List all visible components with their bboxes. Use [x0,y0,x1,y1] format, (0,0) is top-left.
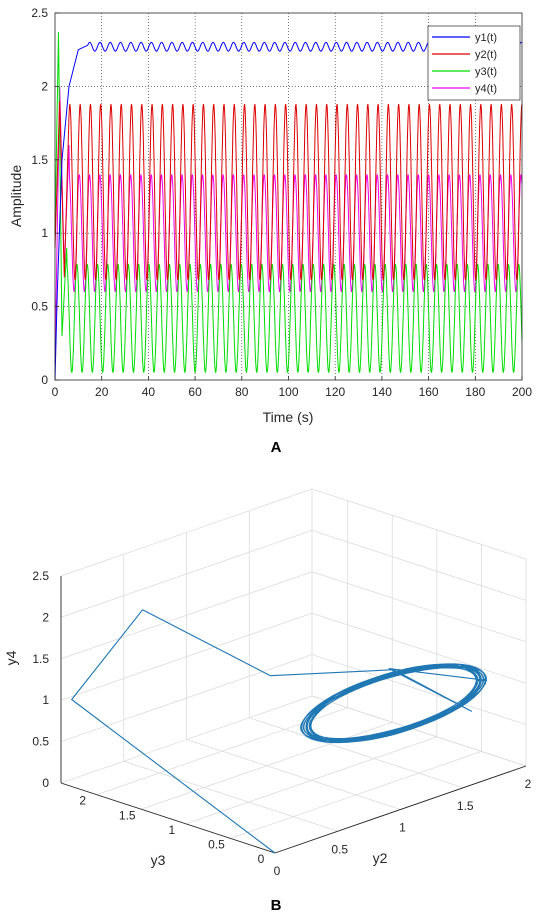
y-tick-label: 2 [41,79,48,93]
back-wall-gridline [60,654,313,742]
side-wall-gridline [311,530,527,601]
x-tick-label: 60 [188,385,202,399]
y-tick-label: 1.5 [119,808,136,822]
y-tick-label: 1 [168,823,175,837]
x-tick-label: 160 [419,385,439,399]
box-grid [60,488,527,854]
y-tick-label: 0 [41,373,48,387]
z-tick-label: 0 [42,776,49,790]
y-axis-label: y3 [151,852,166,868]
x-tick-label: 20 [95,385,109,399]
z-tick-label: 1 [42,693,49,707]
legend-entry: y4(t) [475,83,497,95]
x-tick-label: 200 [512,385,532,399]
time-series-chart: 0 20 40 60 80 100 120 140 160 180 20000.511.522.5 … [8,6,532,456]
back-wall-gridline [60,488,313,577]
side-wall-gridline [311,654,527,725]
y-tick-label: 1 [41,226,48,240]
side-wall-gridline [311,488,527,560]
x-axis-line [274,765,527,854]
back-wall-gridline [60,571,313,660]
z-axis-label: y4 [3,650,19,665]
legend-entry: y2(t) [475,49,497,61]
x-tick-label: 80 [235,385,249,399]
x-tick-label: 2 [525,777,532,791]
x-tick-label: 140 [372,385,392,399]
series-line-y2t [54,101,523,281]
x-tick-label: 1.5 [457,799,474,813]
x-tick-label: 0 [274,864,281,878]
series-group [54,32,523,381]
axis-ticks: 0 0.5 1 1.5 2 0 0.5 1 1.5 2 0 0.5 1 1.5 2 2.5 [32,569,531,878]
x-tick-label: 120 [325,385,345,399]
x-tick-label: 0.5 [331,842,348,856]
y-tick-label: 2 [79,794,86,808]
legend-entry: y1(t) [475,32,497,44]
y-axis-line [60,782,276,854]
axis-ticks: 0 20 40 60 80 100 120 140 160 180 200 0 0.5 1 1.5 2 2.5 [31,6,532,399]
floor-gridline [123,760,338,832]
legend: y1(t) y2(t) y3(t) y4(t) [427,25,521,101]
x-tick-label: 180 [465,385,485,399]
trajectory [71,609,488,854]
back-wall-gridline [60,695,313,784]
floor-gridline [96,707,348,796]
z-tick-label: 0.5 [32,735,49,749]
side-wall-gridline [311,695,527,767]
floor-gridline [185,736,437,825]
back-wall-gridline [60,530,313,618]
floor-gridline [186,739,401,810]
back-wall-gridline [60,612,313,701]
z-tick-label: 1.5 [32,652,49,666]
z-tick-label: 2 [42,610,49,624]
y-tick-label: 1.5 [31,153,48,167]
x-tick-label: 1 [399,821,406,835]
z-tick-label: 2.5 [32,569,49,583]
floor-gridline [249,717,464,789]
panel-label-a: A [271,439,282,456]
y-tick-label: 2.5 [31,6,48,20]
y-axis-label: Amplitude [8,165,24,227]
x-tick-label: 0 [52,385,59,399]
trajectory-line [71,609,488,854]
side-wall-gridline [311,612,527,684]
floor-gridline [230,751,482,839]
legend-entry: y3(t) [475,66,497,78]
x-axis-label: Time (s) [263,409,314,425]
x-tick-label: 100 [278,385,298,399]
side-wall-gridline [311,571,527,643]
y-tick-label: 0.5 [208,837,225,851]
floor-gridline [141,721,393,810]
y-tick-label: 0.5 [31,300,48,314]
panel-label-b: B [271,897,282,914]
x-tick-label: 40 [142,385,156,399]
y-tick-label: 0 [258,852,265,866]
x-axis-label: y2 [373,850,388,866]
